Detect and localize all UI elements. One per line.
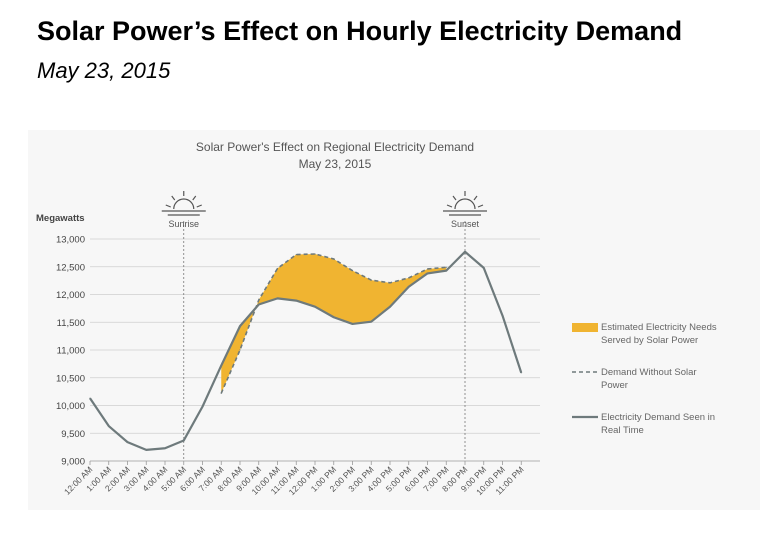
point-demand-without-solar: [389, 282, 391, 284]
point-real-time: [445, 270, 447, 272]
point-real-time: [370, 321, 372, 323]
sun-ray: [477, 204, 484, 208]
point-demand-without-solar: [408, 277, 410, 279]
y-tick-label: 11,000: [57, 346, 85, 357]
point-real-time: [333, 316, 335, 318]
point-real-time: [164, 447, 166, 449]
point-real-time: [483, 267, 485, 269]
point-demand-without-solar: [239, 349, 241, 351]
y-tick-label: 9,000: [61, 457, 85, 468]
sun-ray: [192, 195, 197, 201]
point-demand-without-solar: [258, 299, 260, 301]
y-tick-label: 12,000: [56, 290, 85, 301]
y-tick-label: 9,500: [61, 429, 85, 440]
point-real-time: [258, 303, 260, 306]
sun-arc: [173, 198, 195, 210]
point-real-time: [351, 323, 354, 325]
line-real-time-demand: [89, 250, 523, 451]
point-demand-without-solar: [445, 266, 447, 268]
slide-title: Solar Power’s Effect on Hourly Electrici…: [37, 16, 683, 46]
y-tick-label: 10,500: [56, 373, 85, 384]
point-real-time: [183, 439, 185, 442]
sun-ray: [165, 204, 171, 208]
chart-panel: Solar Power's Effect on Regional Electri…: [28, 130, 760, 510]
sun-ray: [171, 195, 176, 201]
sun-icon: Sunrise: [161, 191, 206, 229]
legend-label: Electricity Demand Seen in Real Time: [601, 412, 715, 436]
y-tick-label: 12,500: [56, 262, 85, 273]
point-demand-without-solar: [333, 258, 335, 260]
point-demand-without-solar: [276, 267, 279, 270]
point-real-time: [520, 372, 522, 374]
point-demand-without-solar: [314, 253, 316, 255]
point-demand-without-solar: [220, 392, 222, 394]
point-real-time: [145, 449, 147, 451]
y-tick-label: 11,500: [57, 318, 85, 329]
sun-label: Sunrise: [168, 219, 199, 229]
slide-subtitle: May 23, 2015: [37, 58, 171, 83]
sun-ray: [196, 204, 202, 208]
point-real-time: [276, 297, 279, 299]
chart-subtitle: May 23, 2015: [299, 157, 372, 171]
legend-swatch-solar: [572, 323, 598, 332]
sun-arc: [454, 198, 476, 210]
sun-label: Sunset: [451, 219, 480, 229]
point-real-time: [389, 306, 391, 308]
point-real-time: [220, 364, 222, 367]
point-demand-without-solar: [370, 279, 372, 281]
sun-ray: [452, 195, 457, 201]
point-real-time: [426, 272, 429, 275]
point-real-time: [314, 306, 316, 308]
point-real-time: [89, 397, 91, 399]
chart-title: Solar Power's Effect on Regional Electri…: [196, 140, 474, 154]
chart: Solar Power's Effect on Regional Electri…: [36, 140, 717, 497]
point-real-time: [239, 325, 241, 327]
point-real-time: [501, 314, 504, 317]
sun-ray: [473, 195, 478, 201]
legend-label: Demand Without Solar Power: [601, 367, 697, 391]
legend-label: Estimated Electricity Needs Served by Sol…: [601, 322, 717, 346]
point-real-time: [295, 300, 297, 302]
y-axis-label: Megawatts: [36, 213, 85, 224]
point-demand-without-solar: [426, 268, 429, 270]
sun-ray: [446, 204, 453, 208]
y-tick-label: 10,000: [56, 401, 85, 412]
point-real-time: [126, 441, 129, 443]
solar-area: [221, 253, 447, 394]
point-real-time: [408, 286, 410, 288]
point-real-time: [108, 425, 110, 427]
sun-icon: Sunset: [443, 191, 487, 229]
y-tick-label: 13,000: [56, 235, 85, 246]
point-demand-without-solar: [351, 270, 354, 272]
point-demand-without-solar: [295, 253, 297, 256]
point-real-time: [201, 406, 204, 408]
point-real-time: [464, 251, 466, 253]
